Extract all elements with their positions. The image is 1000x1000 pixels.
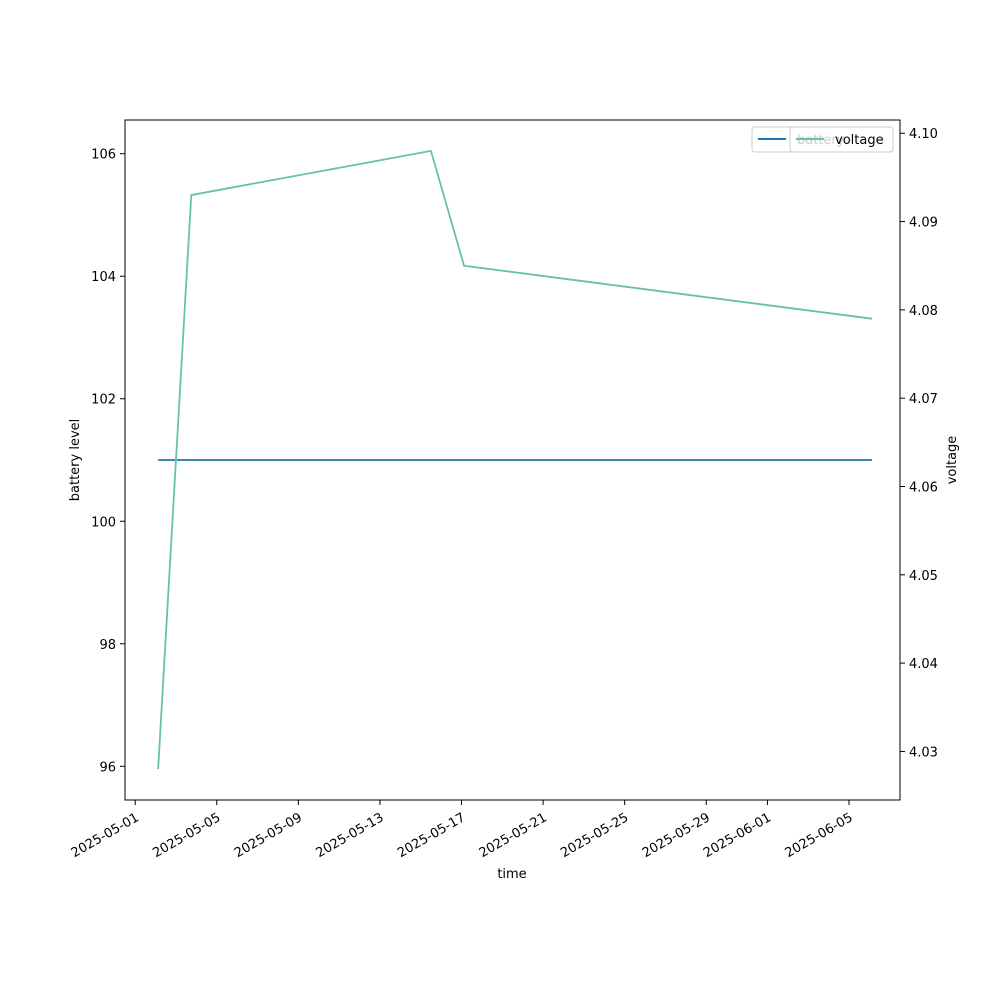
legend-voltage-label: voltage [835, 133, 884, 148]
x-tick-label: 2025-05-29 [640, 810, 713, 861]
y-left-tick-label: 104 [91, 270, 116, 285]
y-left-tick-label: 98 [99, 638, 116, 653]
x-tick-label: 2025-05-17 [395, 810, 468, 861]
y-right-tick-label: 4.07 [909, 392, 938, 407]
y-right-tick-label: 4.04 [909, 657, 938, 672]
x-tick-label: 2025-05-09 [232, 810, 305, 861]
legend-voltage-box [789, 126, 894, 153]
y-left-axis-label: battery level [68, 419, 83, 502]
x-axis-label: time [497, 867, 526, 882]
y-left-tick-label: 100 [91, 515, 116, 530]
y-right-axis-ticks: 4.03 4.04 4.05 4.06 4.07 4.08 4.09 4.10 [900, 127, 938, 760]
x-tick-label: 2025-05-01 [69, 810, 142, 861]
series-line-voltage [157, 150, 873, 770]
y-left-tick-label: 102 [91, 393, 116, 408]
y-right-tick-label: 4.05 [909, 569, 938, 584]
x-axis-ticks: 2025-05-01 2025-05-05 2025-05-09 2025-05-13… [69, 800, 856, 861]
y-right-tick-label: 4.09 [909, 216, 938, 231]
x-tick-label: 2025-06-01 [701, 810, 774, 861]
x-tick-label: 2025-05-13 [314, 810, 387, 861]
x-tick-label: 2025-05-05 [150, 810, 223, 861]
x-tick-label: 2025-05-25 [558, 810, 631, 861]
y-right-tick-label: 4.03 [909, 745, 938, 760]
y-right-axis-label: voltage [945, 436, 960, 485]
y-right-tick-label: 4.08 [909, 304, 938, 319]
series-layer [157, 150, 873, 770]
y-left-axis-ticks: 96 98 100 102 104 106 [91, 148, 125, 775]
y-left-tick-label: 106 [91, 148, 116, 163]
legend-voltage: voltage [789, 126, 894, 153]
plot-frame [124, 119, 901, 801]
y-right-tick-label: 4.06 [909, 480, 938, 495]
y-left-tick-label: 96 [99, 760, 116, 775]
x-tick-label: 2025-06-05 [783, 810, 856, 861]
y-right-tick-label: 4.10 [909, 127, 938, 142]
x-tick-label: 2025-05-21 [477, 810, 550, 861]
